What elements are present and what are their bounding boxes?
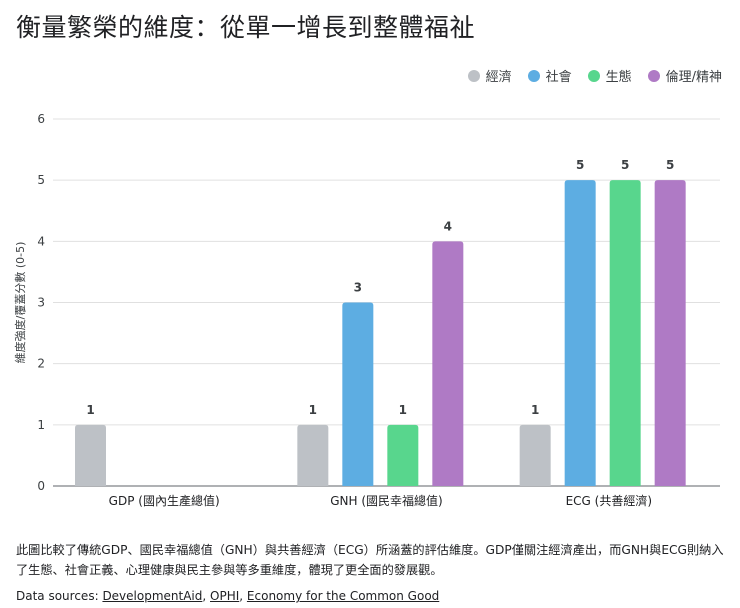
legend-dot-ecological: [587, 69, 600, 82]
x-tick-label-gdp: GDP (國內生產總值): [109, 493, 220, 508]
chart-title: 衡量繁榮的維度：從單一增長到整體福祉: [16, 13, 476, 42]
y-tick-label-0: 0: [37, 479, 45, 493]
source-link-developmentaid[interactable]: DevelopmentAid: [102, 589, 203, 603]
y-axis-label: 維度強度/覆蓋分數 (0-5): [13, 242, 27, 364]
data-label-gnh-social: 3: [354, 281, 362, 295]
data-label-gnh-economic: 1: [309, 403, 317, 417]
bar-gnh-ethical: [432, 241, 464, 486]
x-tick-label-gnh: GNH (國民幸福總值): [330, 493, 442, 508]
y-tick-label-1: 1: [37, 418, 45, 432]
data-label-gnh-ecological: 1: [399, 403, 407, 417]
y-tick-label-5: 5: [37, 173, 45, 187]
bar-gnh-social: [342, 302, 374, 486]
bar-chart: 0 1 2 3 4 5 6 維度強度/覆蓋分數 (0-5) 1 GDP (國內生產總值) 1 3 1 4 G…: [13, 112, 720, 508]
legend-label-social: 社會: [545, 70, 572, 85]
bar-gdp-economic: [75, 424, 106, 486]
bar-ecg-ecological: [609, 180, 641, 486]
bar-ecg-economic: [519, 424, 551, 486]
legend-dot-social: [527, 69, 540, 82]
data-label-ecg-ethical: 5: [666, 158, 674, 172]
bar-ecg-ethical: [654, 180, 686, 486]
y-tick-label-2: 2: [37, 357, 45, 371]
data-sources: Data sources: DevelopmentAid, OPHI, Econ…: [16, 589, 439, 603]
x-tick-label-ecg: ECG (共善經濟): [566, 493, 652, 508]
y-tick-label-3: 3: [37, 296, 45, 310]
y-tick-label-4: 4: [37, 234, 45, 248]
sources-separator-1: ,: [202, 589, 211, 603]
source-link-ecg[interactable]: Economy for the Common Good: [246, 589, 440, 603]
legend-label-economic: 經濟: [485, 70, 512, 85]
sources-separator-2: ,: [239, 589, 247, 603]
data-label-ecg-ecological: 5: [621, 158, 629, 172]
data-label-ecg-social: 5: [576, 158, 584, 172]
bar-gnh-economic: [297, 424, 329, 486]
chart-description: 此圖比較了傳統GDP、國民幸福總值（GNH）與共善經濟（ECG）所涵蓋的評估維度…: [16, 543, 724, 577]
chart-legend: 經濟 社會 生態 倫理/精神: [467, 66, 722, 85]
legend-item-ethical[interactable]: 倫理/精神: [647, 66, 722, 85]
sources-prefix: Data sources:: [16, 589, 103, 603]
legend-item-ecological[interactable]: 生態: [587, 66, 632, 85]
legend-dot-economic: [467, 69, 480, 82]
legend-label-ethical: 倫理/精神: [665, 70, 722, 85]
data-label-ecg-economic: 1: [531, 403, 539, 417]
legend-dot-ethical: [647, 69, 660, 82]
bar-gnh-ecological: [387, 424, 419, 486]
bar-ecg-social: [564, 180, 596, 486]
legend-item-economic[interactable]: 經濟: [467, 66, 512, 85]
data-label-gdp-economic: 1: [86, 403, 94, 417]
legend-label-ecological: 生態: [605, 70, 632, 85]
source-link-ophi[interactable]: OPHI: [210, 589, 240, 603]
data-label-gnh-ethical: 4: [444, 219, 452, 233]
legend-item-social[interactable]: 社會: [527, 66, 572, 85]
y-tick-label-6: 6: [37, 112, 45, 126]
